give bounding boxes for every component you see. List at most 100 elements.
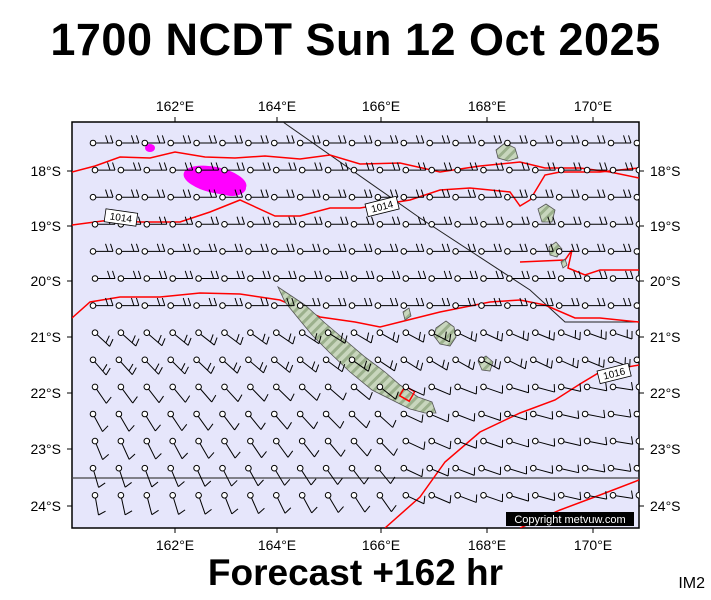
wind-barb [607, 409, 632, 418]
wind-barb [609, 216, 634, 228]
page-title: 1700 NCDT Sun 12 Oct 2025 [50, 14, 661, 65]
wind-barb [193, 464, 212, 487]
wind-barb [322, 243, 347, 255]
wind-barb [426, 410, 450, 423]
wind-barb [91, 383, 112, 404]
wind-barb [581, 189, 606, 201]
island-new-caledonia [277, 285, 437, 414]
wind-barb [478, 356, 502, 370]
wind-barb [350, 270, 375, 282]
wind-barb [581, 356, 605, 368]
wind-barb [607, 297, 632, 309]
island-vanuatu-south [560, 258, 568, 269]
wind-barb [195, 216, 220, 228]
wind-barb [581, 464, 606, 473]
wind-barb [530, 356, 553, 369]
longitude-labels-bottom: 162°E 164°E 166°E 168°E 170°E [156, 537, 612, 553]
wind-barb [454, 216, 479, 228]
wind-barb [324, 437, 346, 457]
wind-barb [530, 464, 554, 474]
wind-barb [376, 270, 401, 282]
wind-barb [557, 491, 582, 501]
wind-barb [117, 329, 140, 347]
wind-barb [478, 297, 502, 309]
wind-barb [91, 437, 110, 460]
wind-barb [555, 410, 580, 419]
wind-barb [167, 297, 192, 309]
wind-barb [117, 383, 138, 404]
wind-barb [374, 297, 399, 309]
wind-barb [555, 356, 579, 369]
wind-barb [221, 492, 239, 515]
wind-barb [607, 135, 632, 147]
wind-barb [169, 216, 194, 228]
wind-barb [221, 162, 245, 174]
wind-barb [322, 189, 347, 201]
wind-barb [296, 189, 321, 201]
wind-barb [402, 437, 426, 451]
wind-barb [115, 297, 140, 309]
wind-barb [452, 356, 476, 371]
isobar-label-1014-central: 1014 [364, 195, 400, 218]
wind-barb [245, 135, 269, 147]
wind-barb [167, 356, 189, 375]
landmasses [277, 142, 568, 414]
wind-barb [247, 437, 267, 459]
wind-barb [115, 356, 137, 375]
wind-barb [607, 189, 632, 201]
lon-label: 168°E [468, 98, 506, 114]
isobar-label-1014-west: 1014 [103, 208, 139, 227]
wind-barb [350, 162, 375, 174]
wind-barb [167, 243, 192, 255]
lat-label: 22°S [650, 385, 681, 401]
wind-barb [195, 162, 220, 174]
wind-barb [195, 437, 215, 459]
wind-barb [115, 135, 140, 147]
isobar-value: 1014 [109, 211, 133, 225]
wind-barb [348, 189, 373, 201]
lat-label: 21°S [650, 329, 681, 345]
wind-barb [504, 135, 528, 147]
wind-barb [557, 383, 582, 392]
wind-barb [583, 436, 608, 446]
wind-barb [454, 162, 479, 174]
wind-barb [221, 329, 244, 346]
wind-barb [322, 135, 347, 147]
wind-barb [219, 135, 243, 147]
wind-barb [557, 270, 582, 282]
wind-barb [583, 329, 607, 340]
wind-barb [143, 270, 168, 282]
wind-barb [143, 216, 168, 228]
wind-barb [426, 297, 451, 309]
wind-barb [633, 302, 639, 309]
wind-barb [400, 189, 425, 201]
isobar-1012 [72, 151, 639, 179]
wind-barb [504, 243, 528, 255]
wind-barb [506, 383, 530, 394]
wind-barb [273, 162, 297, 174]
wind-barb [167, 189, 192, 201]
wind-barb [581, 297, 606, 309]
wind-barb [273, 329, 296, 345]
wind-barb [635, 437, 639, 445]
wind-barb [428, 492, 452, 504]
wind-barb [219, 189, 243, 201]
wind-barb [609, 490, 634, 499]
wind-barb [193, 135, 218, 147]
wind-barb [322, 464, 343, 485]
wind-barb [169, 492, 186, 515]
lat-label: 21°S [30, 329, 61, 345]
wind-barb [245, 356, 268, 374]
wind-barb [532, 492, 556, 501]
wind-barb [452, 189, 477, 201]
wind-barb [350, 383, 373, 401]
wind-barb [609, 382, 634, 391]
wind-barb [296, 135, 321, 147]
wind-barb [581, 243, 606, 255]
wind-barb [374, 356, 398, 372]
wind-barb [298, 162, 323, 174]
wind-barb [583, 491, 608, 500]
wind-barb [221, 437, 241, 459]
wind-barb [89, 356, 111, 376]
wind-barb [273, 437, 294, 458]
